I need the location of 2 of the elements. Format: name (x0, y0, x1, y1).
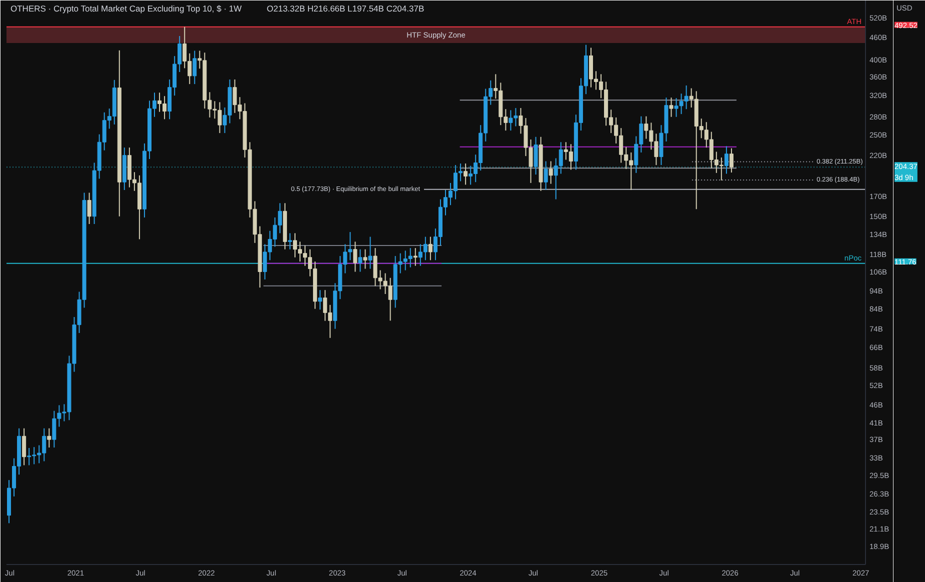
chart-title: OTHERS · Crypto Total Market Cap Excluding Top 10, $ · 1W (10, 4, 242, 14)
chart-subtitle: O213.32B H216.66B L197.54B C204.37B (266, 4, 424, 14)
